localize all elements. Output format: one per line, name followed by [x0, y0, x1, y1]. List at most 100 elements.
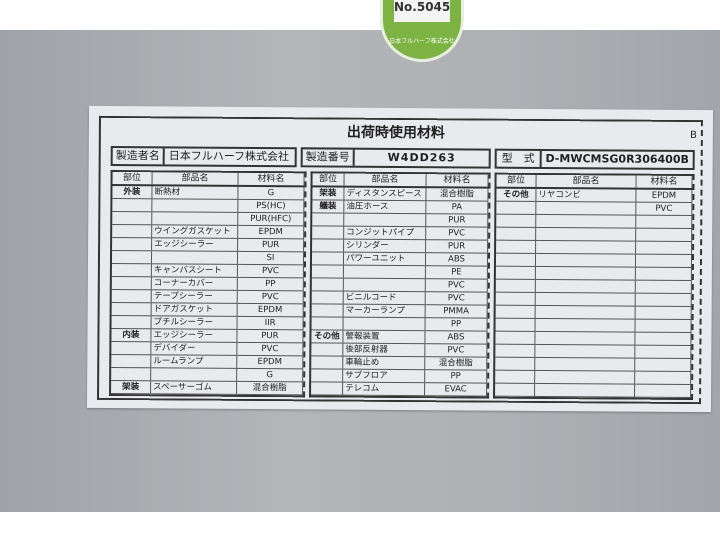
- part-name: エッジシーラー: [152, 238, 239, 251]
- part-location: [311, 291, 344, 304]
- part-name: [535, 383, 636, 397]
- material-name: PVC: [636, 202, 693, 216]
- part-location: [112, 211, 153, 225]
- part-name: [535, 344, 636, 358]
- material-name: [635, 332, 692, 346]
- material-name: EPDM: [636, 189, 693, 203]
- table-row: PUR(HFC): [112, 211, 305, 227]
- part-name: [535, 331, 636, 345]
- material-name: [635, 345, 692, 359]
- part-location: [111, 367, 152, 381]
- part-location: [496, 201, 537, 214]
- table-row: [495, 266, 692, 282]
- table-row: PE: [311, 265, 488, 280]
- part-name: [343, 278, 426, 292]
- serial-value: W4DD263: [387, 150, 456, 165]
- part-location: [311, 343, 344, 356]
- header-part-name: 部品名: [536, 174, 637, 188]
- part-name: [535, 370, 636, 384]
- part-location: [111, 263, 152, 277]
- table-header: 部位 部品名 材料名: [496, 174, 693, 191]
- material-name: [636, 215, 693, 229]
- part-name: [152, 212, 239, 225]
- part-name: [536, 227, 637, 241]
- part-name: リヤコンビ: [536, 188, 637, 202]
- part-name: [343, 265, 426, 279]
- part-name: キャンバスシート: [151, 264, 238, 277]
- part-location: [311, 304, 344, 317]
- part-location: [495, 253, 537, 266]
- table-row: サブフロア PP: [311, 369, 488, 384]
- table-row: PVC: [496, 201, 693, 217]
- material-name: PVC: [425, 279, 488, 292]
- part-location: その他: [496, 188, 537, 201]
- material-name: EPDM: [237, 303, 304, 317]
- maker-value: 日本フルハーフ株式会社: [168, 149, 290, 164]
- serial-box: 製造番号 W4DD263: [300, 147, 491, 169]
- part-location: [496, 240, 537, 253]
- table-row: 架装 ディスタンスピース 混合樹脂: [312, 187, 489, 202]
- part-name: ブチルシーラー: [151, 316, 238, 329]
- table-row: 車輪止め 混合樹脂: [311, 356, 488, 371]
- part-location: [495, 331, 536, 344]
- part-location: [111, 276, 152, 290]
- model-box: 型 式 D-MWCMSG0R306400B: [494, 148, 695, 171]
- material-name: [636, 228, 693, 242]
- part-location: [496, 227, 537, 240]
- part-location: [111, 341, 152, 355]
- materials-table-left: 部位 部品名 材料名 外装 断熱材 G PS(HC) PUR(HFC) ウイングガスケット EPD…: [109, 169, 307, 398]
- part-name: パワーユニット: [343, 252, 427, 266]
- part-location: [111, 315, 152, 329]
- material-name: [635, 358, 692, 372]
- part-location: [495, 292, 536, 305]
- header-part-name: 部品名: [344, 173, 427, 187]
- table-row: PP: [311, 317, 488, 332]
- table-row: 架装 スペーサーゴム 混合樹脂: [111, 380, 304, 396]
- part-location: 内装: [111, 328, 152, 342]
- part-name: [535, 253, 637, 267]
- table-row: [496, 214, 693, 230]
- part-name: ビニルコード: [343, 291, 426, 305]
- part-location: [311, 278, 344, 291]
- part-location: 架装: [111, 380, 152, 394]
- table-row: マーカーランプ PMMA: [311, 304, 488, 319]
- model-value: D-MWCMSG0R306400B: [545, 152, 689, 167]
- table-row: ドアガスケット EPDM: [111, 302, 304, 318]
- material-name: G: [238, 186, 305, 200]
- material-name: PP: [425, 370, 488, 383]
- model-label: 型 式: [496, 150, 542, 167]
- part-location: [111, 302, 152, 316]
- part-location: [311, 265, 344, 278]
- part-name: マーカーランプ: [343, 304, 426, 318]
- table-row: [495, 383, 692, 399]
- table-row: G: [111, 367, 304, 383]
- material-name: [635, 371, 692, 385]
- part-location: [311, 356, 344, 369]
- material-name: PA: [426, 201, 489, 214]
- sticker-number: No.5045: [394, 0, 450, 22]
- material-name: [635, 319, 692, 333]
- part-location: [112, 224, 153, 238]
- part-name: [344, 213, 427, 227]
- table-row: [495, 253, 693, 269]
- material-name: PS(HC): [238, 199, 305, 213]
- table-row: 後部反射器 PVC: [311, 343, 488, 358]
- part-name: テレコム: [343, 382, 426, 396]
- table-row: ルームランプ EPDM: [111, 354, 304, 370]
- table-row: その他 リヤコンビ EPDM: [496, 188, 693, 204]
- part-name: [535, 305, 636, 319]
- table-row: [496, 240, 693, 256]
- material-name: PUR(HFC): [238, 212, 305, 226]
- part-name: コンジットパイプ: [344, 226, 427, 240]
- inspection-sticker: No.5045 日本フルハーフ株式会社: [380, 0, 464, 62]
- table-row: その他 警報装置 ABS: [311, 330, 488, 345]
- part-location: 架装: [312, 187, 345, 200]
- material-name: PVC: [237, 264, 304, 278]
- table-row: 外装 断熱材 G: [112, 185, 305, 201]
- table-row: 内装 エッジシーラー PUR: [111, 328, 304, 344]
- material-name: PP: [237, 277, 304, 291]
- material-name: EPDM: [238, 225, 305, 239]
- table-row: [496, 227, 693, 243]
- part-location: [111, 250, 153, 264]
- part-name: [151, 368, 238, 381]
